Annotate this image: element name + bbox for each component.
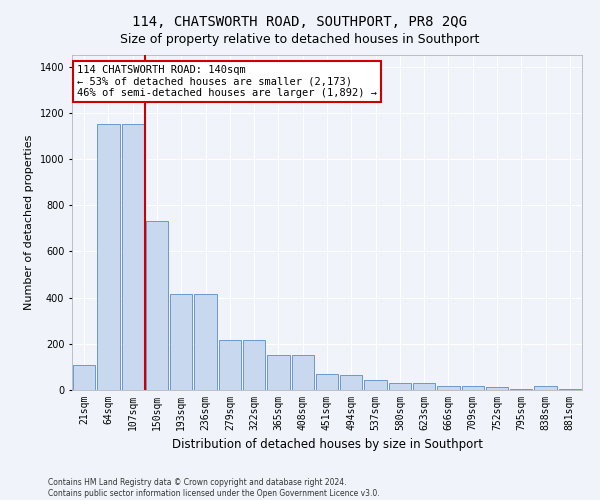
Bar: [559, 389, 581, 390]
Bar: [292, 356, 314, 390]
Bar: [122, 124, 144, 390]
Bar: [510, 389, 532, 390]
Bar: [389, 383, 411, 390]
Text: Size of property relative to detached houses in Southport: Size of property relative to detached ho…: [121, 32, 479, 46]
Bar: [486, 387, 508, 390]
Bar: [316, 374, 338, 390]
Bar: [267, 356, 290, 390]
Bar: [170, 294, 193, 390]
Bar: [194, 294, 217, 390]
Text: 114 CHATSWORTH ROAD: 140sqm
← 53% of detached houses are smaller (2,173)
46% of : 114 CHATSWORTH ROAD: 140sqm ← 53% of det…: [77, 65, 377, 98]
Bar: [218, 340, 241, 390]
Bar: [413, 383, 436, 390]
Bar: [461, 386, 484, 390]
Bar: [243, 340, 265, 390]
Bar: [340, 375, 362, 390]
Text: Contains HM Land Registry data © Crown copyright and database right 2024.
Contai: Contains HM Land Registry data © Crown c…: [48, 478, 380, 498]
Bar: [146, 222, 168, 390]
Bar: [437, 386, 460, 390]
Text: 114, CHATSWORTH ROAD, SOUTHPORT, PR8 2QG: 114, CHATSWORTH ROAD, SOUTHPORT, PR8 2QG: [133, 15, 467, 29]
Bar: [73, 364, 95, 390]
Y-axis label: Number of detached properties: Number of detached properties: [24, 135, 34, 310]
Bar: [364, 380, 387, 390]
Bar: [535, 386, 557, 390]
Bar: [97, 124, 119, 390]
X-axis label: Distribution of detached houses by size in Southport: Distribution of detached houses by size …: [172, 438, 482, 452]
